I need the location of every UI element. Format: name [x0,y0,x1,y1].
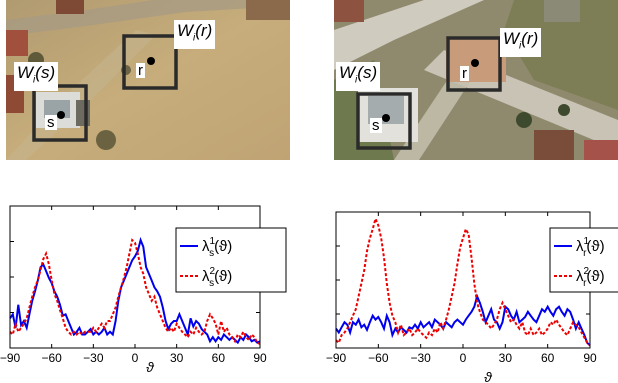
x-tick-label: −30 [410,351,431,365]
window-r-box [446,36,502,92]
point-r-label: r [460,65,469,82]
x-tick-label: −30 [83,351,104,365]
window-r-label: Wi(r) [500,28,542,58]
aerial-photo-left [6,0,290,160]
x-tick-label: −60 [41,351,62,365]
chart-right: −90 −60 −30 0 30 60 90 ϑ λ1 r(ϑ) λ2 r(ϑ) [326,211,618,383]
legend-label-2: λ2 s(ϑ) [202,266,232,289]
x-tick-label: 60 [212,351,226,365]
x-tick-label: −90 [326,351,347,365]
legend-box [549,227,618,293]
aerial-photo-right [334,0,618,160]
window-s-box [32,84,88,142]
legend-label-1: λ1 s(ϑ) [202,236,232,259]
window-s-label: Wi(s) [14,62,59,92]
point-s [57,111,65,119]
x-tick-label: 0 [460,351,467,365]
window-s-label: Wi(s) [336,62,381,92]
window-r-box [122,34,178,90]
x-tick-label: 30 [170,351,184,365]
x-axis-label: ϑ [484,369,493,383]
legend: λ1 r(ϑ) λ2 r(ϑ) [549,227,618,293]
series-line-2 [9,238,261,345]
x-tick-label: 90 [253,351,267,365]
plot-left: −90 −60 −30 0 30 60 90 ϑ λ1 s(ϑ) λ2 s(ϑ) [0,200,300,383]
series-line-1 [335,293,591,347]
point-r [471,59,479,67]
series-line-2 [335,215,591,347]
point-s-label: s [370,117,382,134]
legend-box [175,227,287,293]
legend-label-2: λ2 r(ϑ) [576,266,605,289]
window-s-box [356,92,412,150]
x-tick-label: 60 [541,351,555,365]
x-tick-label: 90 [583,351,597,365]
window-r-label: Wi(r) [174,20,216,50]
point-s [382,114,390,122]
legend: λ1 s(ϑ) λ2 s(ϑ) [175,227,287,293]
x-tick-label: 30 [499,351,513,365]
point-r [147,57,155,65]
x-axis-label: ϑ [146,359,155,375]
x-tick-label: −90 [0,351,21,365]
x-tick-label: 0 [132,351,139,365]
aerial-image-left: r s Wi(r) Wi(s) [6,0,290,160]
point-r-label: r [136,62,145,79]
x-tick-label: −60 [368,351,389,365]
point-s-label: s [45,114,57,131]
plot-right: −90 −60 −30 0 30 60 90 ϑ λ1 r(ϑ) λ2 r(ϑ) [318,200,618,383]
aerial-image-right: r s Wi(r) Wi(s) [334,0,618,160]
legend-label-1: λ1 r(ϑ) [576,236,605,259]
chart-left: −90 −60 −30 0 30 60 90 ϑ λ1 s(ϑ) λ2 s(ϑ) [0,205,287,375]
